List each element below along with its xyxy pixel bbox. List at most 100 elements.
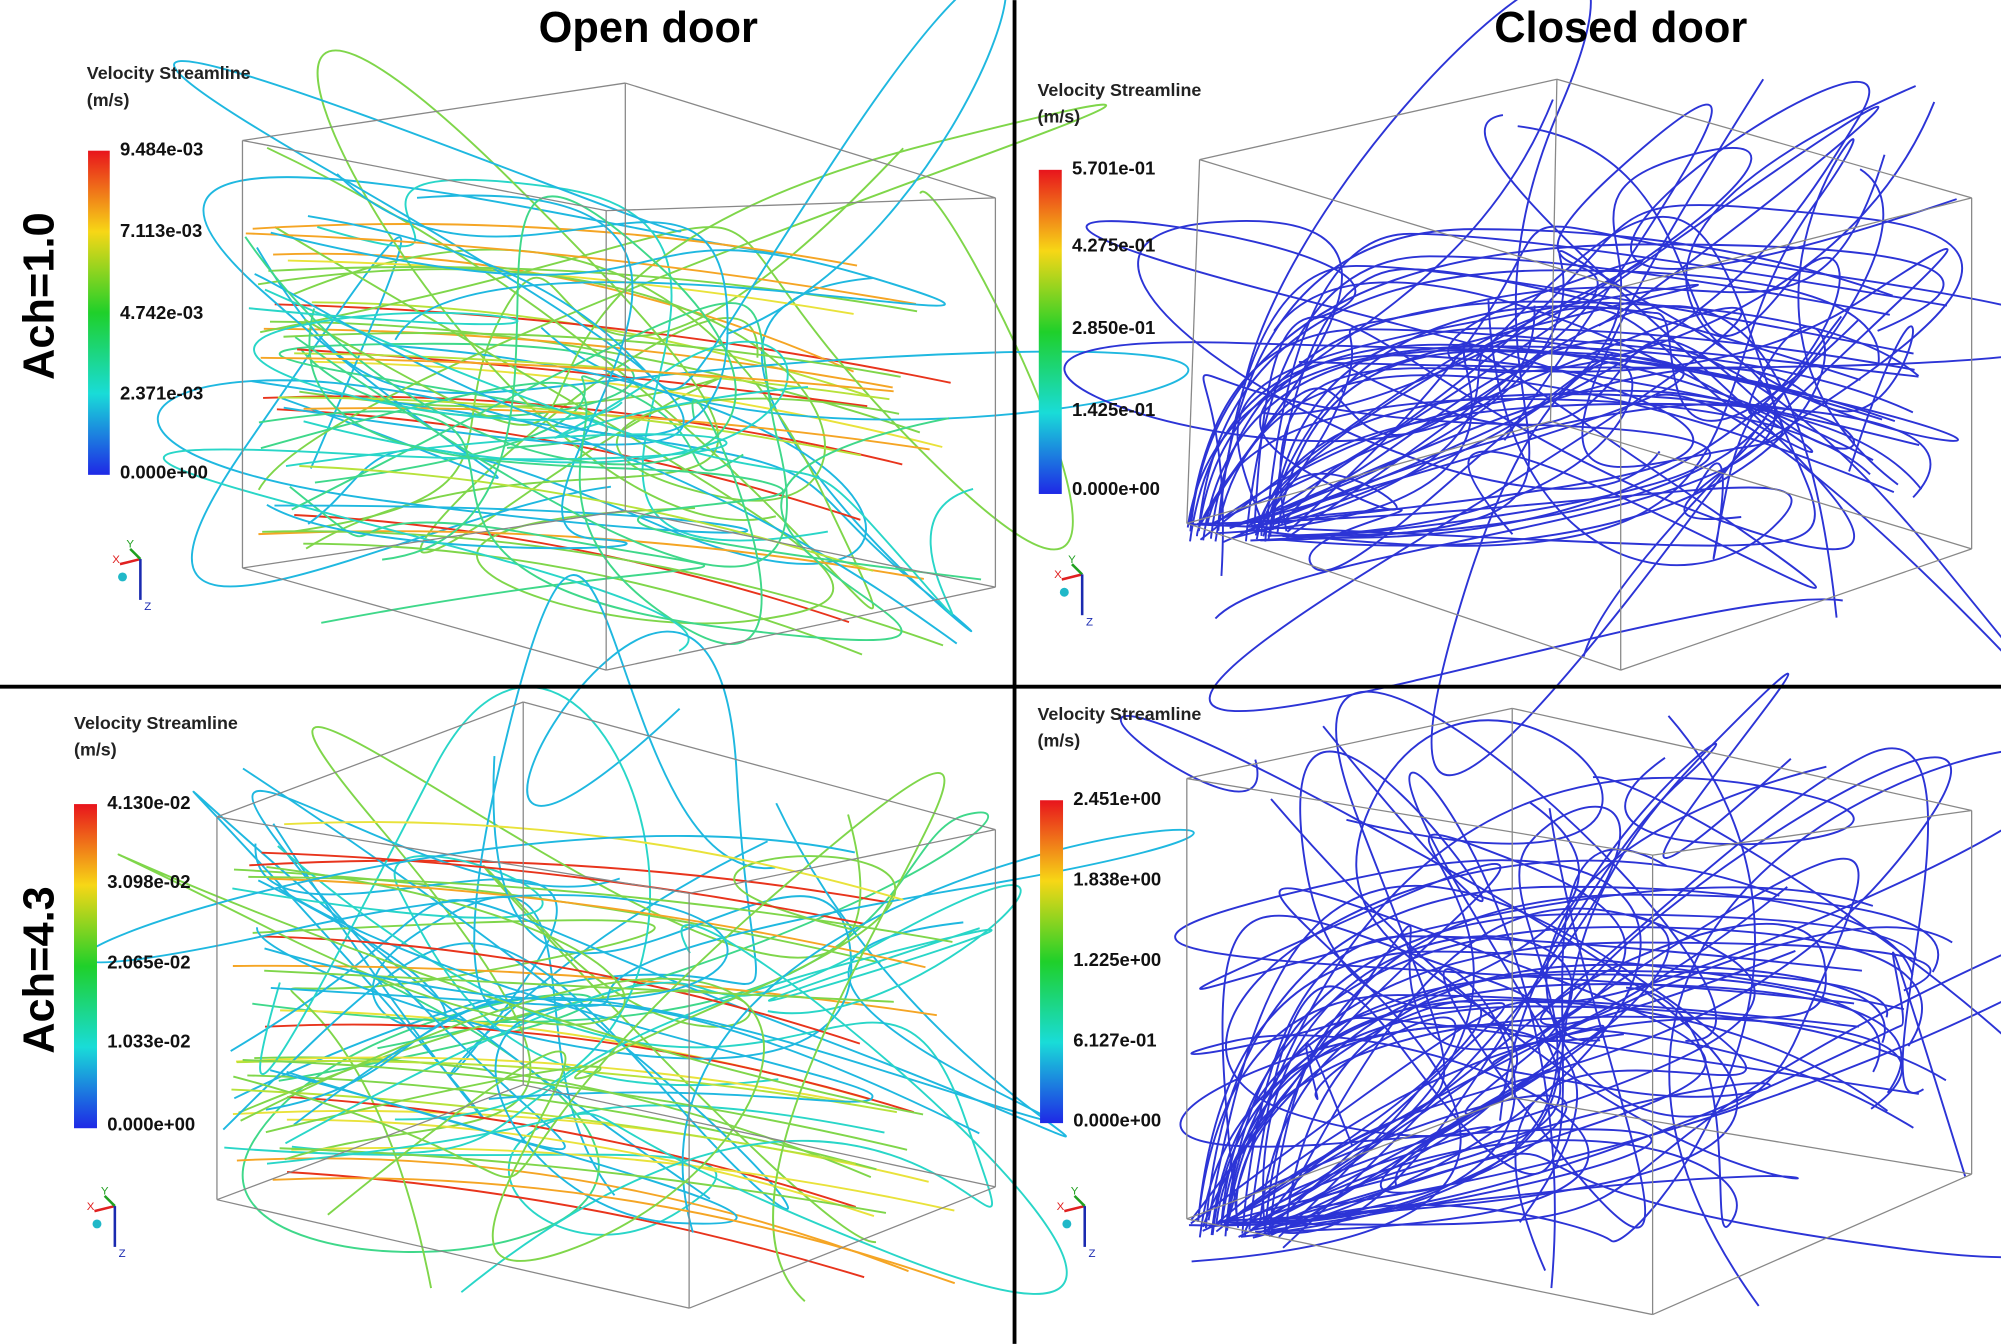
legend-unit: (m/s) [87,90,130,110]
streamline [1261,147,1753,525]
box-edge [1186,159,1201,524]
triad-label: Z [1089,1248,1096,1260]
panel: Velocity Streamline (m/s) 2.451e+00 1.838e+… [1038,704,1973,1316]
box-edge [1186,522,1621,671]
streamline [252,919,656,1289]
streamline [1285,963,1886,1228]
scale-label: 4.130e-02 [107,792,190,813]
streamline [307,0,1007,391]
box-edge [1652,809,1972,856]
streamline [264,969,894,1003]
streamline [270,231,946,341]
triad-label: Z [1086,616,1093,628]
color-bar [74,804,97,1129]
box-edge [242,567,607,671]
legend-unit: (m/s) [1038,107,1081,127]
triad-origin [1059,587,1069,597]
streamline [1210,973,1881,1236]
box-edge [1199,78,1558,161]
column-header: Closed door [1494,4,1747,52]
box-edge [606,586,996,671]
streamline [1207,884,1748,1271]
box-edge [1186,1218,1653,1316]
streamline [1258,969,1889,1227]
streamline [1267,315,1843,776]
triad-label: X [112,554,120,566]
streamline [1264,756,1953,1225]
streamline [266,923,1068,1295]
streamline [1243,0,1592,542]
box-edge [1512,1096,1972,1175]
streamline [1281,719,1604,1223]
streamline [303,542,863,656]
streamline [260,356,894,393]
streamline [269,877,926,969]
streamline [314,375,744,484]
triad-y [1073,1194,1086,1207]
scale-label: 4.275e-01 [1072,234,1155,255]
streamline [264,1023,915,1114]
streamline [287,259,854,315]
streamline [263,327,893,389]
panel: Velocity Streamline (m/s) 9.484e-03 7.113e-… [87,63,997,671]
box-edge [606,197,996,212]
scale-label: 3.098e-02 [107,871,190,892]
streamline [1190,750,2001,1307]
scale-label: 0.000e+00 [107,1114,195,1135]
streamline [258,410,950,642]
streamline [233,772,946,1302]
streamline [1283,742,1718,1234]
scale-label: 9.484e-03 [120,139,203,160]
streamline [1186,345,1914,528]
box-edge [242,139,607,212]
streamline [308,308,982,581]
streamline [233,630,757,1100]
box-edge [1186,420,1551,524]
triad-x [119,557,141,566]
panel: Velocity Streamline (m/s) 5.701e-01 4.275e-… [1038,78,1973,671]
box-edge [216,1199,690,1309]
streamline [1229,325,1914,530]
streamline [1278,168,1885,547]
streamline [1208,798,1799,1228]
legend-unit: (m/s) [74,740,117,760]
triad-y [103,1194,116,1207]
streamline [262,530,944,647]
streamline [1209,300,1920,539]
streamline [252,811,989,1050]
streamline [244,195,737,561]
streamline [1248,848,1667,1230]
streamline [1254,776,2001,1258]
streamline [1208,306,1843,713]
streamline [291,927,993,1155]
triad-label: Y [1068,554,1076,566]
box-edge [1556,78,1972,199]
triad-label: Z [144,601,151,613]
streamline [265,921,1053,1123]
streamline [1190,801,1590,1233]
legend-title: Velocity Streamline [1038,704,1202,724]
color-bar [88,150,110,475]
streamline [283,332,901,378]
streamline [1286,225,2001,533]
streamline [1188,808,1647,1229]
streamline [294,352,890,401]
row-header: Ach=1.0 [16,212,64,380]
box-edge [688,828,996,895]
streamline [249,859,890,904]
box-edge [1512,707,1972,812]
triad-x [1063,1204,1086,1213]
triad-label: Y [126,539,134,551]
streamline [1063,305,1685,525]
streamline [273,252,854,373]
scale-label: 5.701e-01 [1072,158,1155,179]
streamline [242,1059,908,1151]
triad-label: X [1054,569,1062,581]
streamline [1188,328,1919,526]
box-edge [216,1084,524,1201]
scale-label: 2.371e-03 [120,382,203,403]
scale-label: 6.127e-01 [1073,1029,1156,1050]
triad-label: Z [119,1248,126,1260]
streamline [266,146,874,610]
